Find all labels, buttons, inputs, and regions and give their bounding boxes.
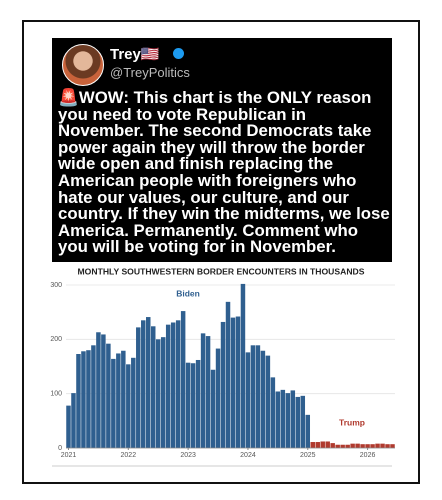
bar bbox=[131, 357, 136, 448]
bar bbox=[255, 345, 261, 448]
bar bbox=[305, 414, 311, 448]
bar bbox=[146, 317, 151, 448]
bar bbox=[155, 339, 161, 448]
bar bbox=[360, 444, 365, 448]
bar bbox=[180, 311, 186, 448]
chart-title: MONTHLY SOUTHWESTERN BORDER ENCOUNTERS I… bbox=[78, 266, 365, 276]
bar bbox=[71, 393, 76, 448]
author-handle: @TreyPolitics bbox=[110, 65, 190, 80]
bar bbox=[185, 362, 191, 448]
bar bbox=[190, 363, 196, 448]
bar bbox=[250, 345, 256, 448]
bar bbox=[320, 441, 325, 448]
bar bbox=[121, 350, 126, 448]
bar bbox=[165, 324, 171, 448]
bar bbox=[295, 396, 301, 448]
bar bbox=[126, 364, 131, 448]
bar bbox=[136, 327, 141, 448]
frame bbox=[22, 20, 420, 484]
bar bbox=[210, 369, 216, 448]
bar bbox=[200, 333, 206, 448]
bar bbox=[280, 389, 286, 448]
bar bbox=[66, 405, 71, 448]
y-tick-label: 0 bbox=[58, 445, 62, 452]
bar bbox=[315, 442, 320, 448]
bar bbox=[325, 441, 330, 448]
x-tick-label: 2025 bbox=[300, 452, 316, 459]
verified-badge bbox=[173, 48, 184, 59]
bar bbox=[335, 444, 340, 448]
bar bbox=[230, 317, 236, 448]
bar bbox=[240, 283, 246, 448]
bar bbox=[300, 395, 306, 448]
bar bbox=[340, 444, 345, 448]
bar bbox=[235, 316, 241, 448]
x-tick-label: 2024 bbox=[240, 452, 256, 459]
bar bbox=[260, 350, 266, 448]
bar bbox=[76, 354, 81, 448]
bar bbox=[160, 337, 166, 448]
x-tick-label: 2022 bbox=[121, 452, 137, 459]
bar bbox=[265, 355, 271, 448]
bar bbox=[390, 444, 395, 448]
x-tick-label: 2021 bbox=[61, 452, 77, 459]
bar bbox=[86, 350, 91, 448]
bar bbox=[345, 444, 350, 448]
bar bbox=[195, 359, 201, 448]
author-name: Trey🇺🇸 bbox=[110, 46, 160, 63]
bar bbox=[225, 301, 231, 448]
x-tick-label: 2023 bbox=[180, 452, 196, 459]
bar bbox=[150, 326, 156, 448]
bar bbox=[91, 345, 96, 448]
bar bbox=[205, 336, 211, 448]
y-tick-label: 300 bbox=[50, 282, 62, 289]
y-tick-label: 200 bbox=[50, 336, 62, 343]
bar bbox=[355, 443, 360, 448]
bar bbox=[290, 390, 296, 448]
bar bbox=[96, 332, 101, 448]
bar bbox=[285, 393, 291, 448]
bar bbox=[175, 320, 181, 448]
bar bbox=[310, 442, 315, 448]
y-tick-label: 100 bbox=[50, 391, 62, 398]
series-annotation: Biden bbox=[176, 288, 200, 298]
bar bbox=[215, 348, 221, 448]
bar bbox=[330, 443, 335, 448]
bar bbox=[365, 444, 370, 448]
post: Trey🇺🇸 @TreyPolitics 🚨WOW: This chart is… bbox=[52, 38, 392, 262]
bar bbox=[370, 444, 375, 448]
series-annotation: Trump bbox=[339, 417, 365, 427]
bar bbox=[380, 443, 385, 448]
bar bbox=[220, 321, 226, 448]
bar bbox=[106, 343, 111, 448]
avatar bbox=[62, 44, 104, 86]
bar bbox=[270, 377, 276, 448]
bar bbox=[81, 351, 86, 448]
bar bbox=[375, 443, 380, 448]
bar bbox=[116, 353, 121, 448]
post-text: 🚨WOW: This chart is the ONLY reason you … bbox=[58, 88, 390, 257]
bar bbox=[141, 320, 146, 448]
bar bbox=[170, 322, 176, 448]
x-tick-label: 2026 bbox=[360, 452, 376, 459]
bar bbox=[275, 391, 281, 448]
bar bbox=[101, 334, 106, 448]
bar bbox=[385, 444, 390, 448]
bar bbox=[350, 443, 355, 448]
bar bbox=[245, 352, 251, 448]
bar bbox=[111, 358, 116, 448]
